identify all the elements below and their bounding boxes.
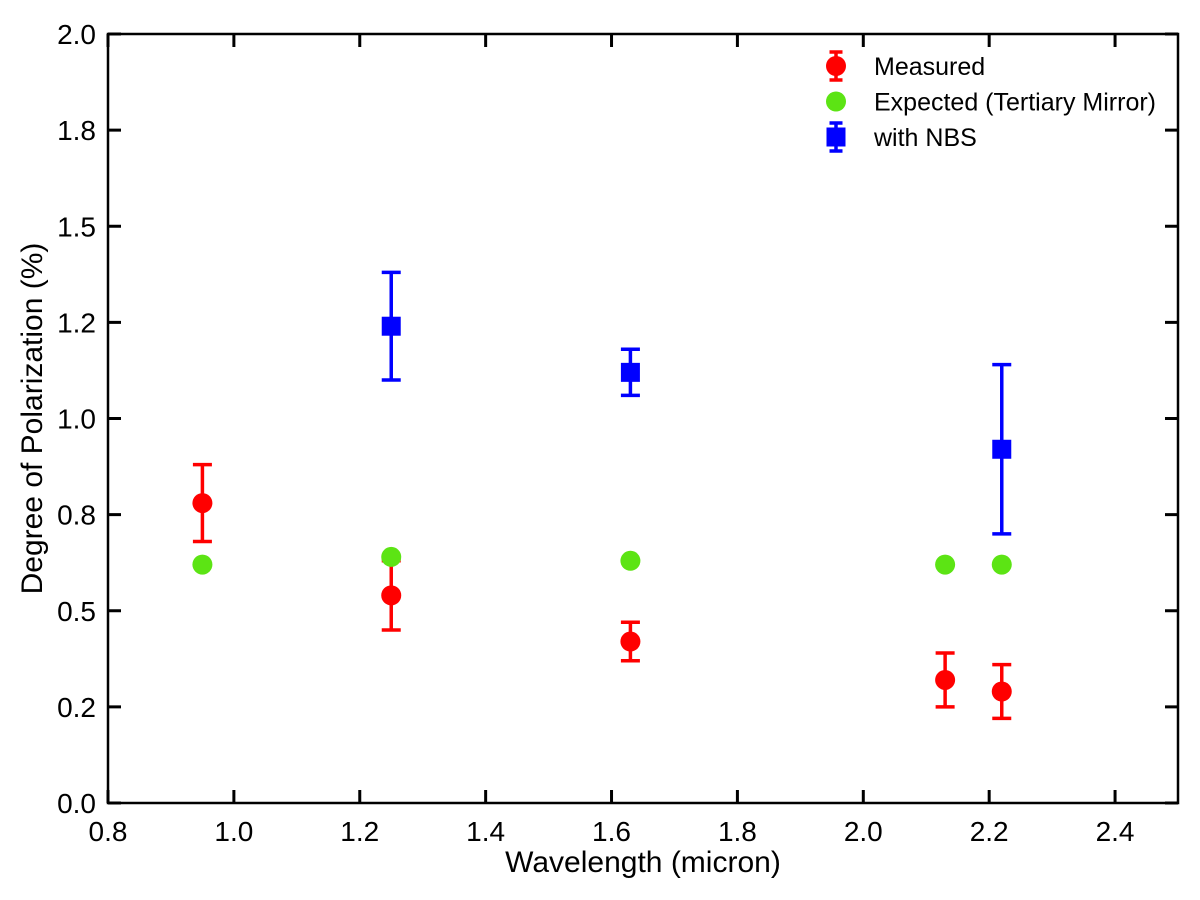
expected-tertiary-mirror-marker xyxy=(991,554,1012,575)
measured-marker xyxy=(192,493,213,514)
legend-label-with-nbs: with NBS xyxy=(873,124,977,152)
legend-item-with-nbs: with NBS xyxy=(826,121,977,153)
y-tick-label: 2.0 xyxy=(57,19,96,50)
with-nbs-marker xyxy=(620,362,640,382)
expected-tertiary-mirror-marker xyxy=(620,550,641,571)
plot-frame xyxy=(106,32,1180,805)
expected-tertiary-mirror-legend-marker-icon xyxy=(826,91,846,112)
y-tick-label: 0.5 xyxy=(57,596,96,627)
measured-marker xyxy=(991,681,1012,702)
x-tick-label: 1.6 xyxy=(592,816,631,847)
legend-label-measured: Measured xyxy=(874,53,985,81)
y-tick-label: 1.5 xyxy=(57,211,96,242)
x-tick-label: 2.4 xyxy=(1096,816,1135,847)
x-tick-label: 1.2 xyxy=(340,816,379,847)
y-tick-label: 0.0 xyxy=(57,788,96,819)
legend-item-expected-tertiary-mirror: Expected (Tertiary Mirror) xyxy=(826,89,1156,117)
with-nbs-marker xyxy=(381,316,401,336)
x-tick-label: 1.8 xyxy=(718,816,757,847)
tick-labels: 0.8 1.0 1.2 1.4 1.6 1.8 2.0 2.2 2.4 0.0 0.2 0.5 0.8 1… xyxy=(57,19,1134,847)
measured-legend-marker-icon xyxy=(826,56,846,76)
legend-item-measured: Measured xyxy=(826,50,985,82)
y-tick-label: 0.8 xyxy=(57,500,96,531)
measured-marker xyxy=(381,585,402,606)
x-tick-label: 2.0 xyxy=(844,816,883,847)
measured-marker xyxy=(935,669,956,690)
expected-tertiary-mirror-marker xyxy=(935,554,956,575)
measured-marker xyxy=(620,631,641,652)
legend-label-expected-tertiary-mirror: Expected (Tertiary Mirror) xyxy=(874,89,1156,117)
y-tick-label: 0.2 xyxy=(57,692,96,723)
x-tick-label: 2.2 xyxy=(970,816,1009,847)
x-axis-label: Wavelength (micron) xyxy=(505,846,781,879)
x-tick-label: 1.4 xyxy=(466,816,505,847)
y-axis-label: Degree of Polarization (%) xyxy=(16,243,49,595)
expected-tertiary-mirror-marker xyxy=(192,554,213,575)
y-tick-label: 1.2 xyxy=(57,307,96,338)
expected-tertiary-mirror-marker xyxy=(381,546,402,567)
y-tick-label: 1.8 xyxy=(57,115,96,146)
x-tick-label: 0.8 xyxy=(89,816,128,847)
data-points xyxy=(192,270,1012,721)
axis-ticks xyxy=(106,32,1178,805)
y-tick-label: 1.0 xyxy=(57,404,96,435)
with-nbs-marker xyxy=(992,439,1012,459)
with-nbs-legend-marker-icon xyxy=(826,127,846,147)
legend: Measured Expected (Tertiary Mirror) with N… xyxy=(826,50,1156,153)
x-tick-label: 1.0 xyxy=(214,816,253,847)
